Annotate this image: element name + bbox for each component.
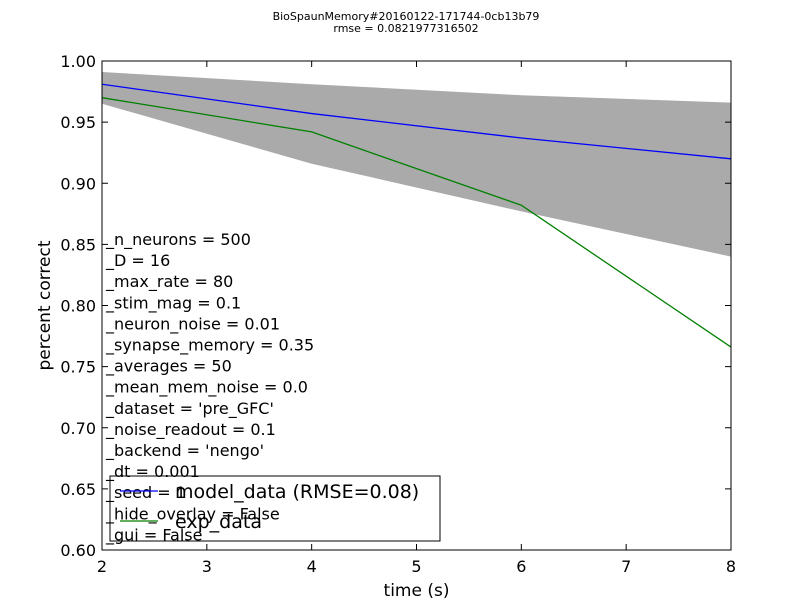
ticks-layer: 2 3 4 5 6 7 8 0.60 0.65 0.70 0.75 0.80 0.85 0.90 0.95 1… xyxy=(60,52,736,576)
x-tick-label: 4 xyxy=(307,557,317,576)
y-tick-label: 0.65 xyxy=(60,480,96,499)
annotation-line: _mean_mem_noise = 0.0 xyxy=(105,378,308,398)
annotation-line: _noise_readout = 0.1 xyxy=(105,420,276,440)
y-tick-label: 0.90 xyxy=(60,174,96,193)
legend-label-model: model_data (RMSE=0.08) xyxy=(175,481,419,503)
annotation-line: _dataset = 'pre_GFC' xyxy=(105,399,274,419)
y-tick-label: 0.95 xyxy=(60,113,96,132)
legend-box xyxy=(109,475,441,542)
plot-area-frame xyxy=(101,60,732,551)
chart-title: BioSpaunMemory#20160122-171744-0cb13b79 xyxy=(273,10,540,23)
series-line-1 xyxy=(101,97,732,348)
annotation-line: _hide_overlay = False xyxy=(105,504,280,524)
confidence-band-layer xyxy=(102,72,731,257)
annotation-line: _D = 16 xyxy=(105,251,170,271)
x-tick-label: 5 xyxy=(411,557,421,576)
y-tick-label: 0.75 xyxy=(60,358,96,377)
y-tick-label: 1.00 xyxy=(60,52,96,71)
series-layer xyxy=(101,83,732,348)
series-line-0 xyxy=(101,83,732,160)
annotation-line: _synapse_memory = 0.35 xyxy=(105,336,314,356)
annotation-line: _seed = 1 xyxy=(105,483,186,503)
annotation-line: _n_neurons = 500 xyxy=(105,230,251,250)
annotation-line: _stim_mag = 0.1 xyxy=(105,293,241,313)
legend-label-exp: exp_data xyxy=(175,511,262,533)
x-axis-label: time (s) xyxy=(384,581,450,601)
x-tick-label: 7 xyxy=(621,557,631,576)
y-axis-label: percent correct xyxy=(35,240,55,370)
x-tick-label: 6 xyxy=(516,557,526,576)
x-tick-label: 3 xyxy=(202,557,212,576)
annotation-line: _max_rate = 80 xyxy=(105,272,233,292)
chart-subtitle: rmse = 0.0821977316502 xyxy=(333,22,478,35)
annotation-line: _averages = 50 xyxy=(105,357,232,377)
annotation-line: _backend = 'nengo' xyxy=(105,441,264,461)
confidence-band xyxy=(102,72,731,257)
y-tick-label: 0.85 xyxy=(60,235,96,254)
x-tick-label: 8 xyxy=(726,557,736,576)
annotation-line: _neuron_noise = 0.01 xyxy=(105,314,280,334)
x-tick-label: 2 xyxy=(97,557,107,576)
annotation-line: _dt = 0.001 xyxy=(105,462,200,482)
y-tick-label: 0.70 xyxy=(60,419,96,438)
y-tick-label: 0.80 xyxy=(60,297,96,316)
annotation-line: _gui = False xyxy=(105,525,202,545)
parameter-annotations: _n_neurons = 500_D = 16_max_rate = 80_st… xyxy=(105,230,314,545)
y-tick-label: 0.60 xyxy=(60,541,96,560)
legend: model_data (RMSE=0.08) exp_data xyxy=(109,475,441,542)
